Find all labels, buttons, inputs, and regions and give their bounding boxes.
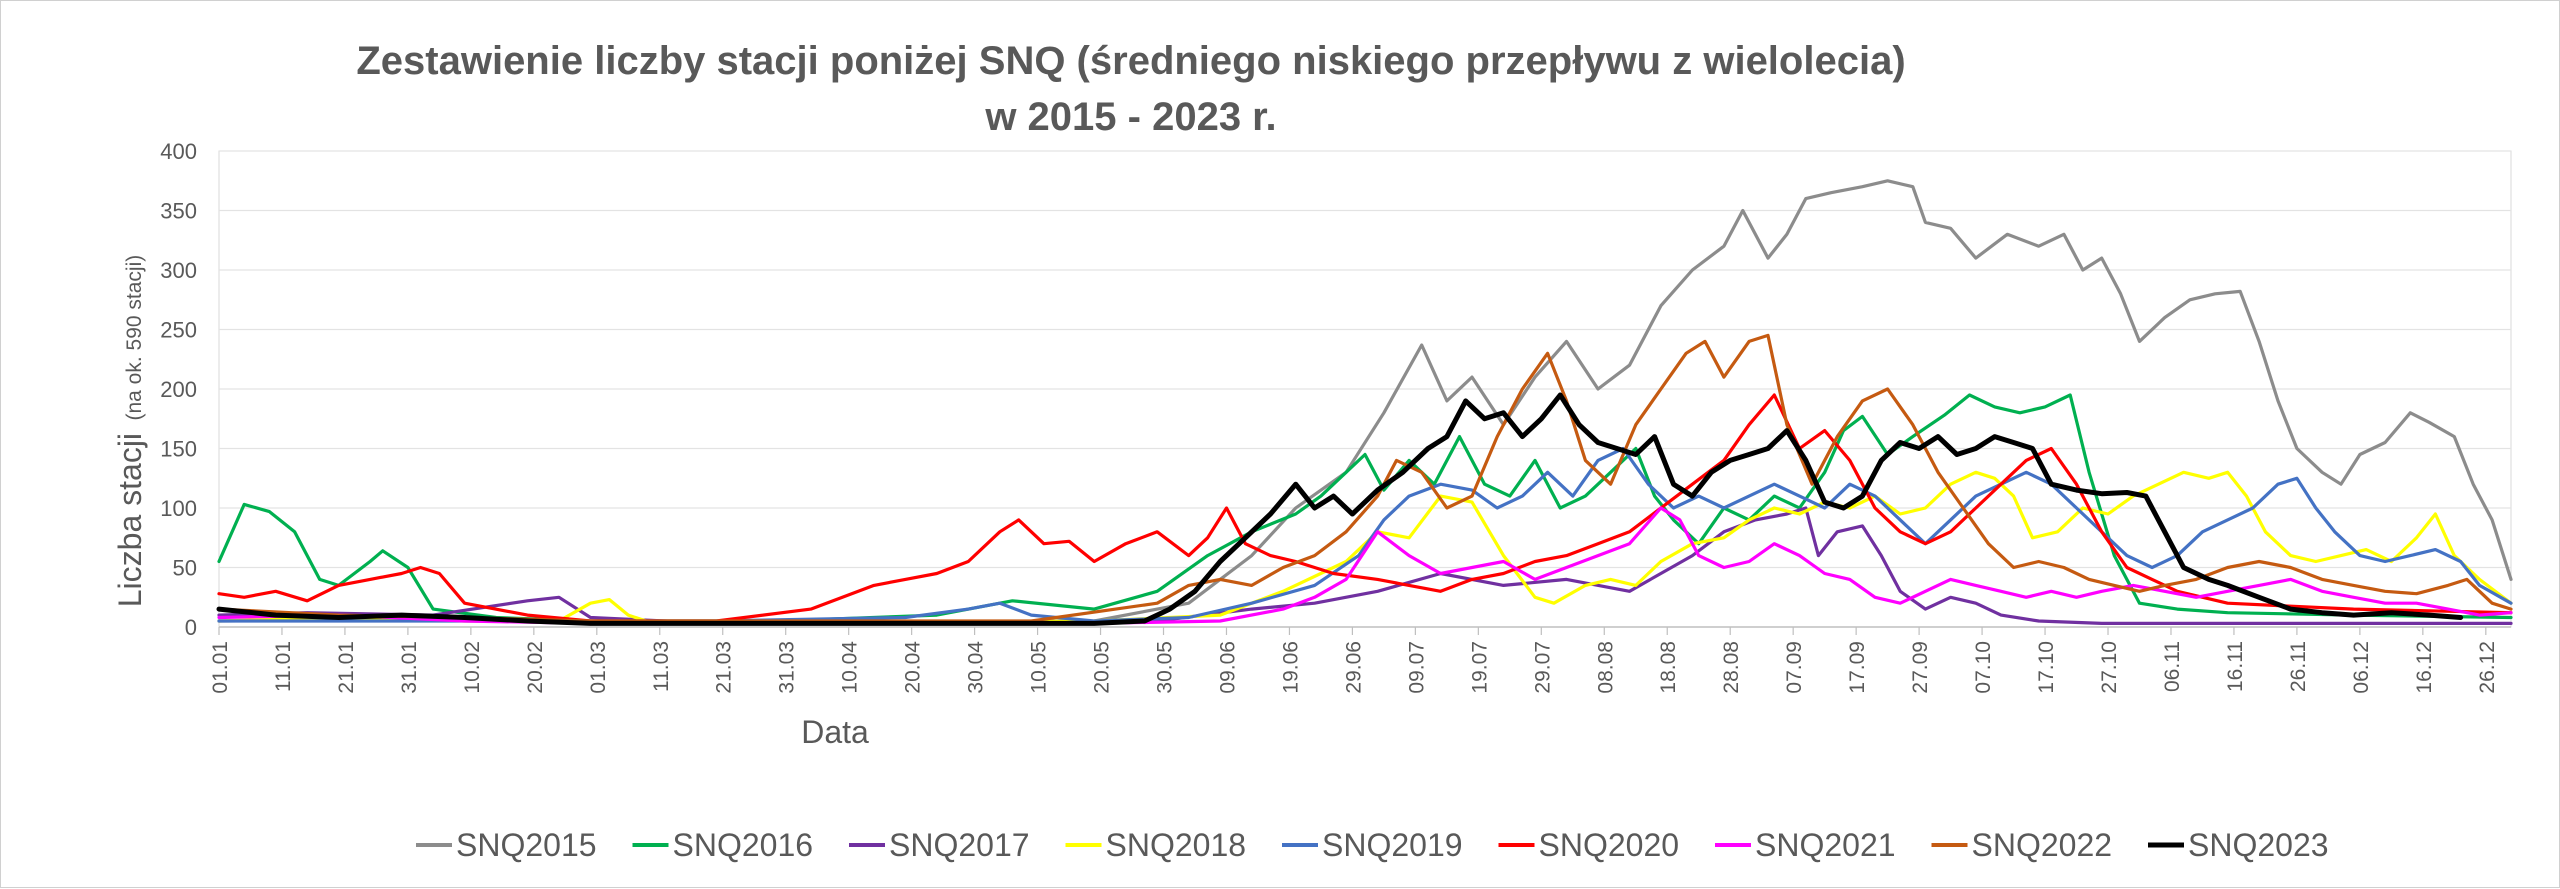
y-axis-title: Liczba stacji (na ok. 590 stacji) [112, 255, 148, 608]
x-tick-label: 20.02 [524, 641, 547, 694]
x-tick-label: 21.01 [335, 641, 358, 694]
legend-label: SNQ2016 [673, 827, 814, 863]
series-line-snq2019 [217, 446, 2513, 623]
x-tick-label: 10.04 [839, 641, 862, 694]
legend-label: SNQ2018 [1106, 827, 1247, 863]
x-tick-label: 07.10 [1972, 641, 1995, 694]
y-axis-title-sub: (na ok. 590 stacji) [123, 255, 146, 421]
x-tick-label: 26.11 [2287, 641, 2310, 692]
legend-item-snq2018: SNQ2018 [1065, 827, 1247, 863]
y-tick-label: 350 [160, 199, 197, 224]
legend-label: SNQ2019 [1322, 827, 1463, 863]
legend-item-snq2023: SNQ2023 [2148, 827, 2329, 863]
legend-label: SNQ2022 [1972, 827, 2113, 863]
x-tick-label: 11.01 [272, 641, 295, 692]
legend-item-snq2015: SNQ2015 [416, 827, 597, 863]
x-tick-label: 10.02 [461, 641, 484, 694]
series-line-snq2023 [216, 392, 2464, 626]
x-tick-label: 10.05 [1028, 641, 1051, 694]
y-tick-label: 50 [173, 556, 197, 581]
x-tick-label: 31.03 [776, 641, 799, 694]
legend: SNQ2015 SNQ2016 SNQ2017 SNQ2018 SNQ2019 SNQ20… [416, 827, 2329, 863]
legend-label: SNQ2023 [2188, 827, 2329, 863]
x-tick-label: 27.10 [2098, 641, 2121, 694]
x-tick-label: 30.05 [1154, 641, 1177, 694]
x-tick-label: 16.12 [2413, 641, 2436, 694]
x-tick-label: 01.03 [587, 641, 610, 694]
x-tick-label: 29.07 [1531, 641, 1554, 694]
x-tick-label: 20.04 [902, 641, 925, 694]
y-axis-title-main: Liczba stacji [112, 433, 148, 607]
x-axis-ticks: 01.01 11.01 21.01 31.01 10.02 20.02 01.03 11.03… [209, 627, 2499, 694]
series-line-snq2022 [217, 333, 2513, 623]
x-tick-label: 29.06 [1342, 641, 1365, 694]
series-line-snq2016 [217, 393, 2513, 623]
x-tick-label: 17.10 [2035, 641, 2058, 694]
y-tick-label: 200 [160, 377, 197, 402]
x-tick-label: 09.06 [1216, 641, 1239, 694]
x-tick-label: 18.08 [1657, 641, 1680, 694]
legend-label: SNQ2020 [1539, 827, 1680, 863]
x-tick-label: 07.09 [1783, 641, 1806, 694]
x-tick-label: 19.07 [1468, 641, 1491, 694]
x-tick-label: 08.08 [1594, 641, 1617, 694]
chart-title-line-1: Zestawienie liczby stacji poniżej SNQ (ś… [356, 39, 1905, 83]
x-tick-label: 19.06 [1279, 641, 1302, 694]
y-tick-label: 150 [160, 437, 197, 462]
x-tick-label: 26.12 [2476, 641, 2499, 694]
legend-item-snq2019: SNQ2019 [1282, 827, 1463, 863]
x-tick-label: 06.11 [2161, 641, 2184, 692]
x-tick-label: 30.04 [965, 641, 988, 694]
y-tick-label: 100 [160, 496, 197, 521]
y-tick-label: 0 [185, 615, 197, 640]
x-tick-label: 27.09 [1909, 641, 1932, 694]
legend-item-snq2017: SNQ2017 [849, 827, 1030, 863]
series-line-snq2021 [217, 506, 2513, 626]
y-tick-label: 400 [160, 139, 197, 164]
series-lines [216, 179, 2513, 626]
legend-item-snq2022: SNQ2022 [1931, 827, 2113, 863]
y-tick-label: 250 [160, 318, 197, 343]
x-tick-label: 09.07 [1405, 641, 1428, 694]
y-tick-label: 300 [160, 258, 197, 283]
legend-label: SNQ2015 [456, 827, 597, 863]
x-tick-label: 01.01 [209, 641, 232, 694]
x-tick-label: 17.09 [1846, 641, 1869, 694]
x-tick-label: 31.01 [398, 641, 421, 694]
x-tick-label: 21.03 [713, 641, 736, 694]
series-line-snq2015 [217, 179, 2513, 624]
x-axis-title: Data [801, 714, 869, 750]
x-tick-label: 20.05 [1091, 641, 1114, 694]
legend-item-snq2016: SNQ2016 [632, 827, 814, 863]
chart-title-line-2: w 2015 - 2023 r. [984, 95, 1276, 139]
legend-item-snq2020: SNQ2020 [1498, 827, 1680, 863]
y-axis-ticks: 0 50 100 150 200 250 300 350 400 [160, 139, 197, 640]
x-tick-label: 06.12 [2350, 641, 2373, 694]
x-tick-label: 16.11 [2224, 641, 2247, 692]
legend-item-snq2021: SNQ2021 [1715, 827, 1896, 863]
legend-label: SNQ2017 [889, 827, 1030, 863]
x-tick-label: 11.03 [650, 641, 673, 692]
y-axis-title-group: Liczba stacji (na ok. 590 stacji) [112, 255, 148, 608]
x-tick-label: 28.08 [1720, 641, 1743, 694]
legend-label: SNQ2021 [1755, 827, 1896, 863]
